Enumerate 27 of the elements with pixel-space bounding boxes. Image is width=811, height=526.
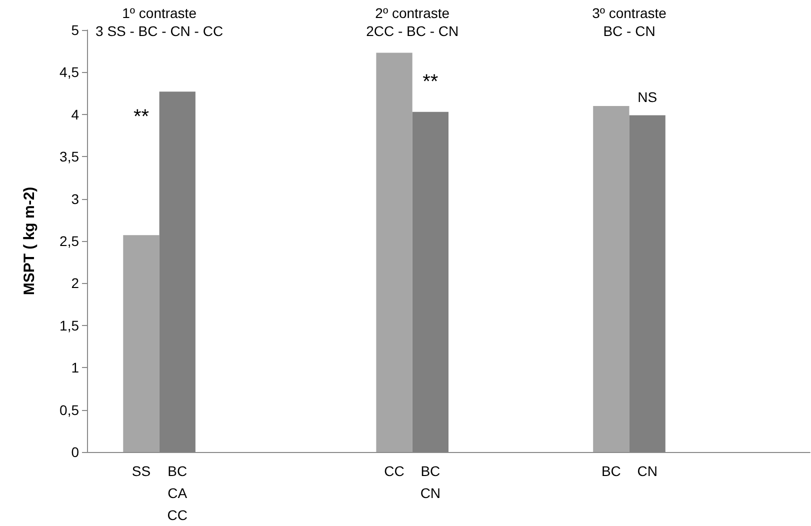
annotation: ** [422, 71, 438, 93]
y-tick-label: 3 [71, 190, 80, 207]
y-tick-label: 3,5 [60, 148, 80, 165]
y-tick-label: 4 [71, 106, 80, 122]
y-tick-label: 2 [71, 275, 80, 292]
bar [123, 235, 160, 452]
y-tick-label: 4,5 [60, 64, 80, 80]
x-tick-label: CN [637, 463, 658, 479]
x-tick-label: BC CA CC [167, 463, 188, 523]
x-tick-label: CC [384, 463, 404, 479]
annotation: 2º contraste 2CC - BC - CN [366, 5, 459, 39]
y-tick-label: 0 [71, 444, 80, 460]
bar [593, 106, 630, 452]
annotation: NS [638, 89, 658, 105]
annotation: 3º contraste BC - CN [592, 5, 667, 39]
annotation: ** [133, 106, 150, 128]
y-tick-label: 1,5 [60, 317, 80, 334]
y-tick-label: 5 [71, 22, 80, 38]
y-tick-label: 0,5 [60, 402, 80, 418]
y-axis-title: MSPT ( kg m-2) [21, 186, 38, 296]
bar [376, 52, 412, 452]
x-tick-label: BC CN [420, 463, 441, 501]
y-tick-label: 2,5 [60, 233, 80, 249]
annotation: 1º contraste 3 SS - BC - CN - CC [96, 5, 224, 39]
x-tick-label: SS [132, 463, 151, 479]
y-tick-label: 1 [71, 360, 80, 376]
x-tick-label: BC [601, 463, 621, 479]
